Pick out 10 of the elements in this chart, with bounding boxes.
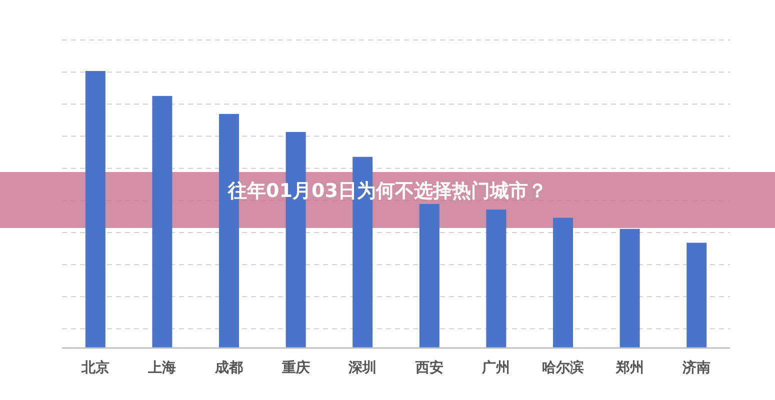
- x-tick-label: 哈尔滨: [542, 359, 584, 376]
- x-tick-label: 重庆: [280, 359, 310, 376]
- x-tick-label: 西安: [414, 359, 444, 376]
- x-tick-label: 广州: [481, 359, 510, 376]
- x-tick-label: 上海: [147, 360, 176, 376]
- x-tick-label: 成都: [214, 360, 243, 376]
- x-tick-label: 济南: [682, 359, 711, 376]
- x-tick-label: 郑州: [614, 360, 644, 376]
- x-tick-label: 深圳: [348, 360, 377, 376]
- x-tick-label: 北京: [80, 359, 110, 376]
